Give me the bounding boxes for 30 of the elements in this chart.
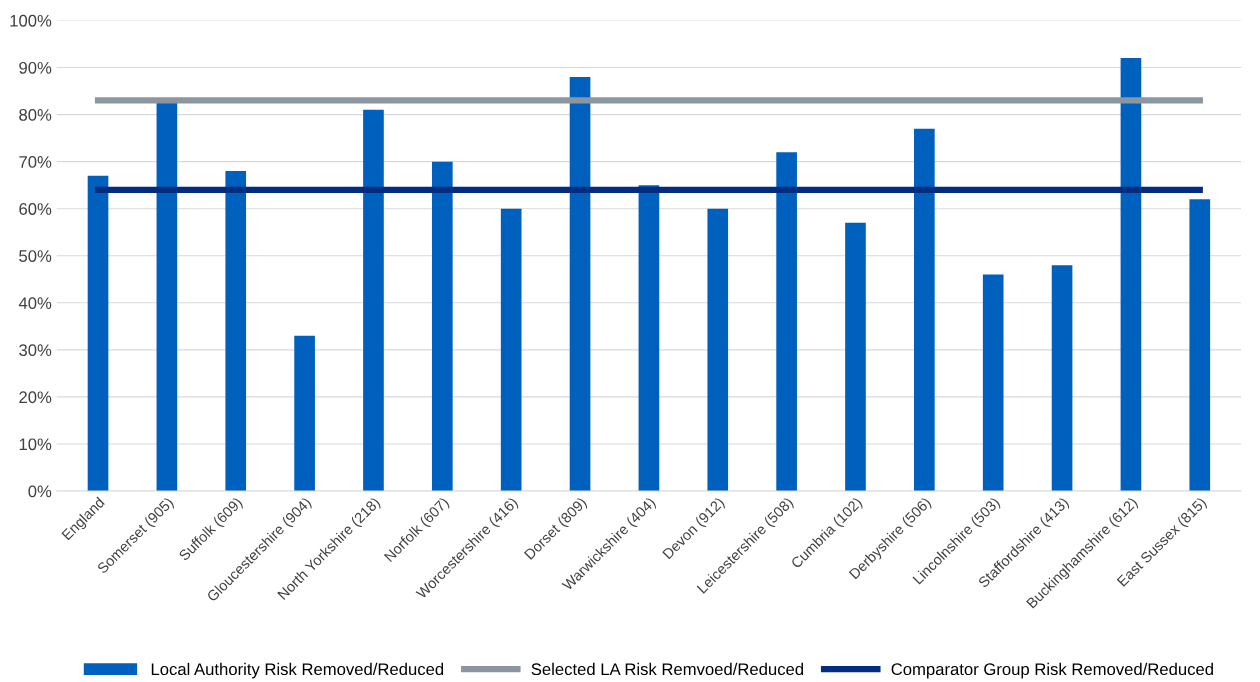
bar (363, 109, 384, 492)
bar (1120, 58, 1142, 492)
legend-label: Local Authority Risk Removed/Reduced (151, 662, 444, 679)
bar (225, 171, 247, 492)
bar (638, 185, 660, 492)
y-tick-label: 30% (19, 344, 52, 357)
y-tick-label: 90% (19, 61, 52, 74)
bar (776, 152, 797, 492)
y-tick-label: 40% (18, 297, 52, 310)
y-tick-label: 60% (19, 203, 52, 215)
y-tick-label: 70% (19, 156, 52, 168)
y-tick-label: 100% (10, 14, 52, 27)
legend-label: Selected LA Risk Remvoed/Reduced (531, 662, 804, 676)
bar (294, 335, 315, 492)
bar (1051, 265, 1073, 492)
legend-label: Comparator Group Risk Removed/Reduced (891, 662, 1213, 679)
bar (914, 128, 935, 492)
y-tick-label: 0% (28, 485, 52, 498)
y-tick-label: 10% (19, 438, 52, 451)
bar (87, 175, 109, 492)
bar (431, 161, 453, 492)
bar (707, 208, 729, 492)
bar (500, 208, 522, 492)
bar (845, 222, 866, 492)
bar (1189, 199, 1211, 492)
y-tick-label: 80% (19, 108, 52, 121)
bar (569, 76, 591, 492)
y-tick-label: 20% (19, 391, 52, 404)
bar (982, 274, 1004, 492)
y-tick-label: 50% (19, 250, 52, 262)
